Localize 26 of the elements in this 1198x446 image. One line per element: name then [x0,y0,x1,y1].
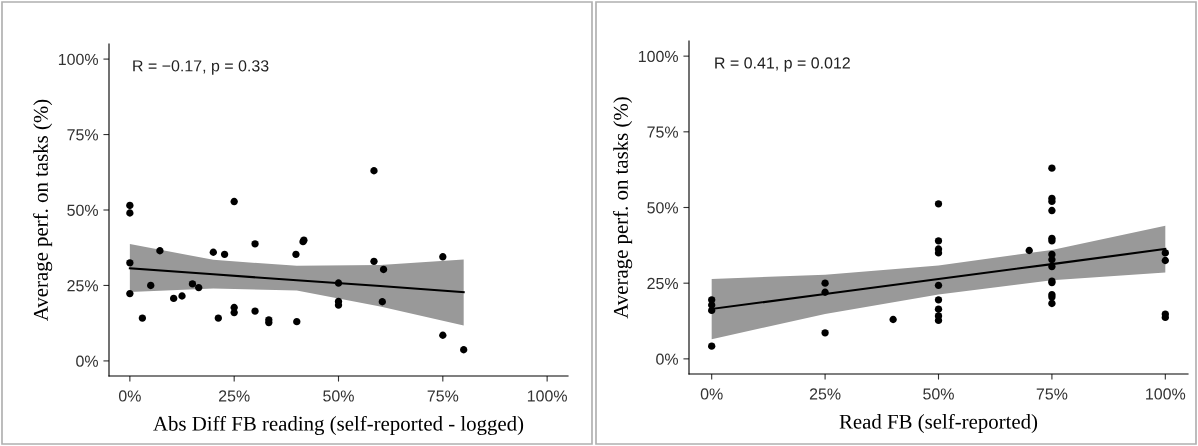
y-tick-label: 0% [76,355,99,367]
x-axis-title: Abs Diff FB reading (self-reported - logged) [153,415,524,436]
x-tick-label: 25% [809,388,841,400]
y-tick-label: 50% [67,204,99,216]
x-tick-label: 0% [118,390,141,402]
y-tick-label: 100% [638,50,679,63]
x-tick-label: 25% [219,390,250,402]
x-tick-label: 100% [1146,388,1186,400]
annotation: R = 0.41, p = 0.012 [715,57,850,72]
y-tick-label: 50% [647,202,679,214]
y-tick-label: 25% [647,277,679,290]
x-tick-label: 50% [323,390,354,402]
x-tick-label: 0% [700,388,723,400]
y-axis-title: Average perf. on tasks (%) [613,97,633,319]
x-tick-label: 50% [923,388,954,400]
y-tick-label: 75% [647,126,679,138]
annotation: R = −0.17, p = 0.33 [133,60,269,75]
y-tick-label: 0% [656,353,679,365]
y-tick-label: 100% [58,53,99,66]
x-axis-title: Read FB (self-reported) [839,413,1038,433]
x-tick-label: 75% [427,390,459,402]
y-tick-label: 75% [67,129,99,141]
y-axis-title: Average perf. on tasks (%) [33,99,53,321]
y-tick-label: 25% [67,280,99,292]
x-tick-label: 75% [1036,388,1068,400]
x-tick-label: 100% [527,390,567,402]
